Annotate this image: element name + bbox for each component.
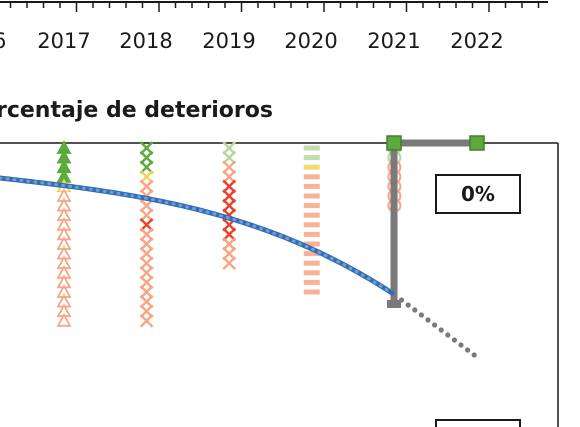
forecast-dot — [451, 337, 457, 343]
x-tick-label: 2017 — [37, 29, 90, 53]
top-axis — [0, 1, 548, 12]
x-tick-label: 2022 — [450, 29, 503, 53]
data-point — [139, 313, 154, 328]
forecast-dot — [412, 307, 418, 313]
target-bracket — [386, 135, 485, 308]
forecast-dot — [399, 297, 405, 303]
data-point — [303, 289, 320, 295]
forecast-dot — [445, 332, 451, 338]
data-point — [303, 279, 320, 285]
data-point — [303, 155, 320, 161]
data-point — [303, 241, 320, 247]
data-point — [303, 203, 320, 209]
data-point — [303, 270, 320, 276]
x-tick-label: 6 — [0, 29, 6, 53]
data-point — [303, 260, 320, 266]
forecast-dot — [471, 352, 477, 358]
annotation-box: 0% — [435, 174, 521, 214]
forecast-dotted-line — [399, 297, 477, 358]
data-point — [303, 193, 320, 199]
data-point — [303, 174, 320, 180]
data-point — [303, 231, 320, 237]
data-point — [303, 164, 320, 170]
forecast-dot — [432, 322, 438, 328]
x-tick-label: 2021 — [367, 29, 420, 53]
forecast-dot — [418, 312, 424, 318]
scatter-marks — [56, 140, 402, 328]
x-tick-label: 2020 — [284, 29, 337, 53]
target-point-2022 — [469, 135, 485, 151]
annotation-label: 0% — [461, 182, 495, 206]
forecast-dot — [438, 327, 444, 333]
forecast-dot — [425, 317, 431, 323]
data-point — [303, 212, 320, 218]
chart-title: rcentaje de deterioros — [0, 98, 273, 123]
data-point — [303, 222, 320, 228]
target-point-2021 — [386, 135, 402, 151]
x-tick-labels: 6 2017 2018 2019 2020 2021 2022 — [0, 29, 504, 53]
forecast-dot — [405, 302, 411, 308]
forecast-dot — [465, 347, 471, 353]
x-tick-label: 2018 — [119, 29, 172, 53]
data-point — [56, 312, 72, 327]
x-tick-label: 2019 — [202, 29, 255, 53]
top-axis-ticks — [9, 2, 540, 12]
data-point — [303, 251, 320, 257]
bracket-foot — [387, 300, 401, 308]
trend-line — [0, 175, 477, 358]
data-point — [303, 183, 320, 189]
forecast-dot — [458, 342, 464, 348]
data-point — [222, 256, 237, 271]
annotation-box-partial — [435, 419, 521, 427]
data-point — [303, 145, 320, 151]
